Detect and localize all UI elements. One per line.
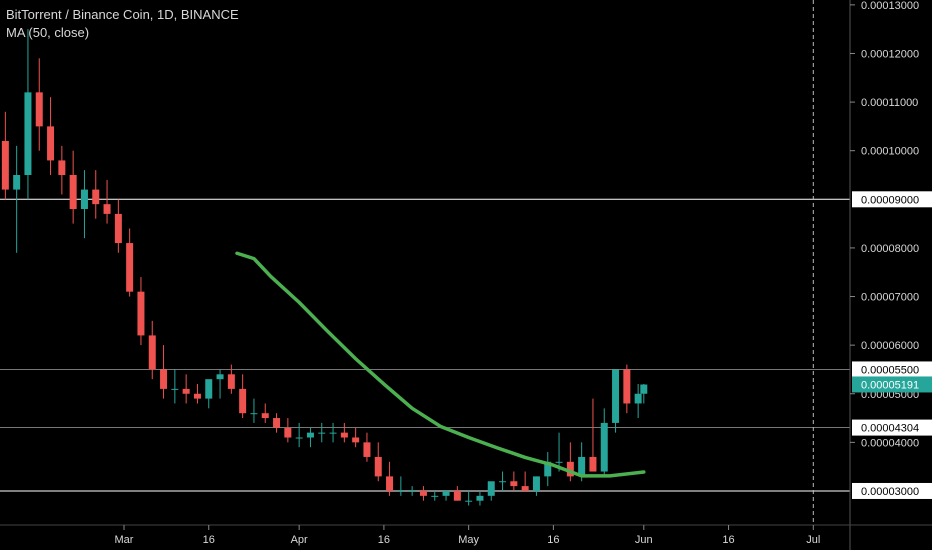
candle-body — [589, 456, 597, 472]
candle-body — [634, 393, 642, 404]
candle-body — [544, 461, 552, 477]
candle-body — [487, 481, 495, 496]
candle-body — [623, 369, 631, 404]
price-tick-label: 0.00012000 — [861, 48, 919, 60]
candle-body — [566, 461, 574, 477]
candle-body — [239, 388, 247, 414]
candle-body — [340, 432, 348, 438]
candle-body — [600, 422, 608, 472]
candle-body — [306, 432, 314, 438]
candle-body — [1, 140, 9, 190]
candle-body — [103, 204, 111, 214]
candle-body — [555, 461, 563, 463]
candle-body — [69, 175, 77, 210]
time-tick-label: 16 — [378, 534, 390, 546]
candle-body — [250, 413, 258, 415]
price-tag-label: 0.00005500 — [861, 364, 919, 376]
candle-body — [24, 92, 32, 175]
candle-body — [532, 476, 540, 491]
candle-body — [58, 160, 66, 175]
price-tag-background — [852, 419, 932, 436]
candle-body — [273, 418, 281, 428]
candle-body — [318, 432, 326, 434]
candle-body — [47, 126, 55, 161]
candle-body — [578, 456, 586, 477]
candle-body — [13, 175, 21, 190]
candle-body — [408, 490, 416, 492]
candle-body — [499, 481, 507, 483]
time-tick-label: Jun — [635, 534, 653, 546]
candle-body — [114, 213, 122, 244]
time-tick-label: Mar — [115, 534, 134, 546]
price-tick-label: 0.00006000 — [861, 340, 919, 352]
candle-body — [329, 432, 337, 434]
candle-body — [521, 486, 529, 491]
candle-body — [227, 374, 235, 389]
candle-body — [35, 92, 43, 127]
price-tag-background — [852, 361, 932, 378]
candle-body — [205, 379, 213, 399]
price-tag-label: 0.00009000 — [861, 194, 919, 206]
price-tick-label: 0.00010000 — [861, 146, 919, 158]
candle-body — [431, 495, 439, 497]
candle-body — [352, 437, 360, 443]
candle-body — [419, 490, 427, 496]
candle-body — [397, 490, 405, 492]
candle-body — [465, 500, 473, 502]
price-tick-label: 0.00004000 — [861, 437, 919, 449]
price-tick-label: 0.00007000 — [861, 292, 919, 304]
time-tick-label: Apr — [291, 534, 308, 546]
price-tag-background — [852, 191, 932, 208]
chart-legend: BitTorrent / Binance Coin, 1D, BINANCE M… — [6, 6, 239, 42]
candle-body — [612, 369, 620, 423]
candle-body — [284, 427, 292, 438]
candle-body — [193, 393, 201, 399]
candle-body — [92, 189, 100, 205]
symbol-title: BitTorrent / Binance Coin, 1D, BINANCE — [6, 7, 239, 22]
price-tick-label: 0.00013000 — [861, 0, 919, 12]
candle-body — [80, 189, 88, 210]
time-tick-label: 16 — [722, 534, 734, 546]
indicator-label: MA (50, close) — [6, 25, 90, 40]
time-tick-label: 16 — [547, 534, 559, 546]
candle-body — [137, 291, 145, 336]
candle-body — [363, 442, 371, 457]
time-tick-label: Jul — [806, 534, 820, 546]
candle-body — [126, 243, 134, 292]
candle-body — [453, 490, 461, 501]
candle-body — [476, 495, 484, 501]
candle-body — [295, 437, 303, 439]
time-tick-label: 16 — [203, 534, 215, 546]
current-price-tag-label: 0.00005191 — [861, 379, 919, 391]
price-tag-label: 0.00004304 — [861, 423, 919, 435]
candle-body — [261, 413, 269, 419]
time-tick-label: May — [458, 534, 479, 546]
candle-body — [182, 388, 190, 394]
current-price-tag-background — [852, 376, 932, 393]
price-tag-background — [852, 482, 932, 499]
candle-body — [640, 384, 648, 394]
moving-average-line — [235, 251, 646, 478]
price-tick-label: 0.00008000 — [861, 243, 919, 255]
candle-body — [216, 374, 224, 380]
candle-body — [171, 388, 179, 390]
candle-body — [510, 481, 518, 487]
candle-body — [160, 369, 168, 389]
candle-body — [442, 490, 450, 496]
candle-body — [374, 456, 382, 477]
price-tag-label: 0.00003000 — [861, 486, 919, 498]
candle-body — [148, 335, 156, 370]
candle-body — [386, 476, 394, 491]
price-tick-label: 0.00011000 — [861, 97, 918, 109]
